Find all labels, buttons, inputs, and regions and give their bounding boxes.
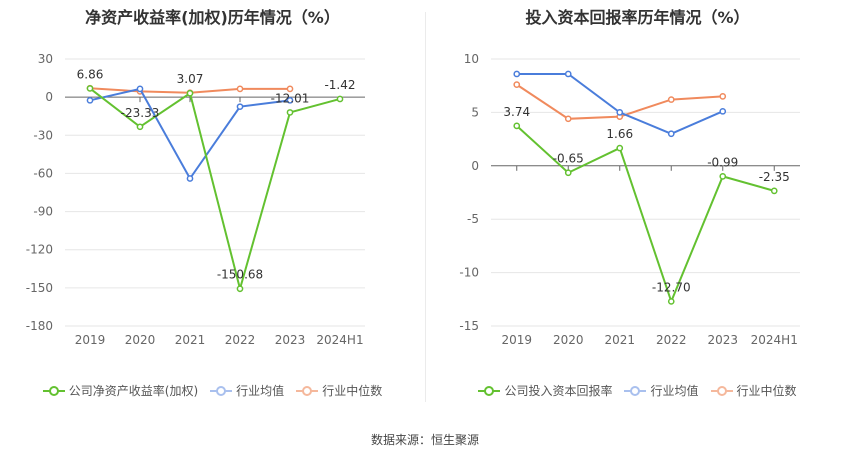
legend-swatch-company-icon [42, 385, 65, 396]
y-tick-label: -150 [26, 281, 53, 295]
legend-label: 行业中位数 [322, 384, 383, 398]
y-tick-label: -180 [26, 319, 53, 333]
x-tick-label: 2023 [275, 333, 306, 347]
legend-swatch-median-icon [710, 385, 733, 396]
industry_median-data-point [286, 85, 294, 93]
legend-item-company[interactable]: 公司投入资本回报率 [478, 382, 612, 399]
x-tick-label: 2020 [553, 333, 584, 347]
data-label: -12.70 [652, 280, 691, 294]
y-tick-label: 30 [38, 52, 53, 66]
chart-title: 投入资本回报率历年情况（%） [525, 8, 750, 27]
data-label: 1.66 [606, 127, 633, 141]
legend-item-industry-avg[interactable]: 行业均值 [210, 382, 284, 399]
x-tick-label: 2023 [707, 333, 738, 347]
roic-plot: 10 5 0 -5 -10 -15 2019 2020 2021 2022 2023 2024H1 3.… [459, 52, 800, 347]
data-label: -150.68 [217, 268, 263, 282]
company-data-point [564, 169, 572, 177]
x-tick-label: 2024H1 [751, 333, 798, 347]
company-data-point [616, 144, 624, 152]
roic-chart-panel: 投入资本回报率历年情况（%） 10 5 0 -5 -10 -15 2019 2020 2021 2… [425, 0, 850, 410]
industry_avg-data-point [564, 70, 572, 78]
chart-title: 净资产收益率(加权)历年情况（%） [85, 8, 340, 27]
y-tick-label: -30 [33, 128, 53, 142]
industry_median-data-point [513, 81, 521, 88]
industry_avg-data-point [667, 130, 675, 138]
legend-label: 行业均值 [236, 384, 285, 398]
y-tick-label: -120 [26, 243, 53, 257]
company-data-point [286, 109, 294, 116]
data-label: 6.86 [77, 67, 104, 81]
legend-label: 行业中位数 [736, 384, 797, 398]
company-series-line [89, 87, 341, 293]
legend-label: 公司净资产收益率(加权) [68, 384, 199, 398]
company-data-point [336, 95, 344, 103]
company-series-line [516, 125, 775, 305]
data-label: -23.33 [121, 106, 160, 120]
y-tick-label: -15 [459, 319, 479, 333]
legend: 公司净资产收益率(加权) 行业均值 行业中位数 [0, 382, 425, 399]
data-label: -0.99 [707, 155, 738, 169]
industry_avg-data-point [86, 96, 94, 104]
industry_avg-data-point [186, 175, 194, 182]
panel-divider [425, 12, 426, 402]
industry_avg-data-point [616, 109, 624, 116]
data-label: -0.65 [553, 152, 584, 166]
legend-item-industry-avg[interactable]: 行业均值 [624, 382, 699, 399]
y-tick-label: -90 [33, 205, 53, 219]
data-source-note: 数据来源：恒生聚源 [370, 433, 479, 447]
y-tick-label: 10 [464, 52, 479, 66]
legend-label: 行业均值 [650, 384, 699, 398]
industry_avg-data-point [236, 103, 244, 111]
legend-item-industry-median[interactable]: 行业中位数 [710, 382, 797, 399]
roe-plot: 30 0 -30 -60 -90 -120 -150 -180 2019 2020 2021 2022… [26, 52, 365, 347]
legend-label: 公司投入资本回报率 [504, 384, 613, 398]
industry_avg-series-line [516, 72, 724, 135]
y-tick-label: 5 [471, 105, 479, 119]
y-tick-label: -60 [33, 166, 53, 180]
y-tick-label: -10 [459, 266, 479, 280]
x-tick-label: 2019 [75, 333, 106, 347]
industry_avg-data-point [286, 96, 294, 104]
data-label: -2.35 [759, 170, 790, 184]
industry_avg-data-point [136, 85, 144, 93]
industry_avg-data-point [719, 107, 727, 115]
company-data-point [719, 173, 727, 180]
company-data-point [86, 85, 94, 92]
legend-swatch-avg-icon [624, 385, 647, 396]
x-tick-label: 2021 [604, 333, 635, 347]
industry_avg-data-point [513, 70, 521, 78]
industry_avg-series-line [89, 87, 291, 181]
y-tick-label: 0 [45, 90, 53, 104]
company-data-point [667, 298, 675, 305]
data-label: -12.01 [271, 91, 310, 105]
legend-swatch-median-icon [296, 385, 319, 396]
data-label: 3.07 [177, 72, 204, 86]
legend-swatch-avg-icon [210, 385, 233, 396]
x-tick-label: 2021 [175, 333, 206, 347]
company-data-point [236, 285, 244, 293]
x-tick-label: 2019 [501, 333, 532, 347]
industry_median-data-point [564, 115, 572, 123]
data-label: -1.42 [324, 78, 355, 92]
x-tick-label: 2022 [656, 333, 687, 347]
company-data-point [186, 89, 194, 97]
data-label: 3.74 [503, 105, 530, 119]
company-data-point [136, 123, 144, 131]
legend-item-industry-median[interactable]: 行业中位数 [296, 382, 382, 399]
industry_median-data-point [719, 93, 727, 100]
y-tick-label: -5 [467, 212, 479, 226]
roe-chart-panel: 净资产收益率(加权)历年情况（%） 30 0 -30 -60 -90 -120 -150 -1… [0, 0, 425, 410]
legend-item-company[interactable]: 公司净资产收益率(加权) [42, 382, 199, 399]
x-tick-label: 2020 [125, 333, 156, 347]
legend: 公司投入资本回报率 行业均值 行业中位数 [425, 382, 850, 399]
x-tick-label: 2022 [225, 333, 256, 347]
legend-swatch-company-icon [478, 385, 501, 396]
x-tick-label: 2024H1 [316, 333, 363, 347]
y-tick-label: 0 [471, 159, 479, 173]
company-data-point [770, 187, 778, 195]
industry_median-data-point [667, 96, 675, 103]
company-data-point [513, 122, 521, 130]
industry_median-data-point [236, 85, 244, 93]
